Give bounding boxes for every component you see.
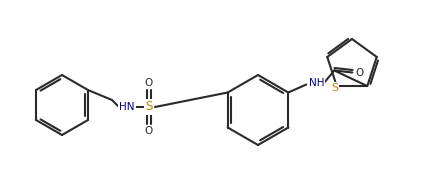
Text: O: O: [145, 78, 153, 88]
Text: NH: NH: [308, 77, 323, 88]
Text: S: S: [330, 83, 338, 93]
Text: O: O: [354, 68, 363, 77]
Text: HN: HN: [119, 102, 134, 112]
Text: O: O: [145, 126, 153, 136]
Text: S: S: [145, 100, 152, 114]
